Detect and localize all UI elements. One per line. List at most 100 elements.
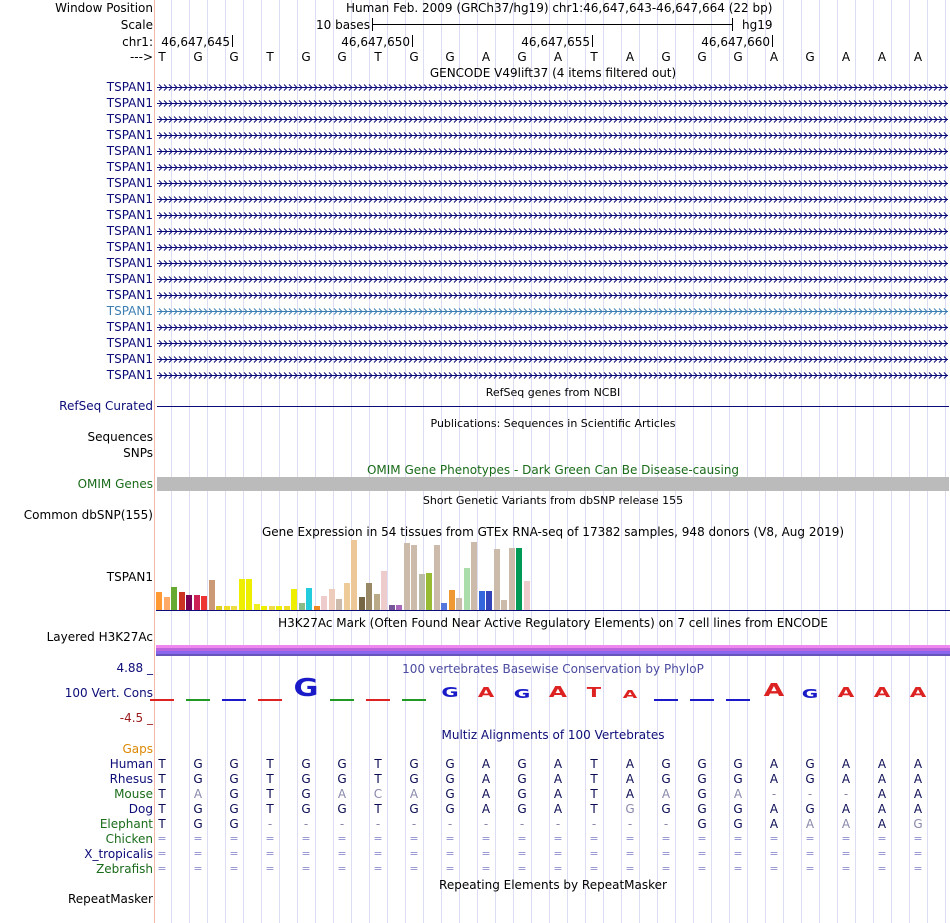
gtex-tissue-bar[interactable] <box>358 597 365 610</box>
gencode-transcript-label[interactable]: TSPAN1 <box>106 128 153 142</box>
gencode-transcript[interactable] <box>157 195 948 204</box>
omim-gene-block[interactable] <box>157 477 949 491</box>
phylop-base-letter[interactable] <box>186 699 210 701</box>
species-label[interactable]: Mouse <box>114 787 153 801</box>
gtex-tissue-bar[interactable] <box>373 594 380 610</box>
refseq-gene-line[interactable] <box>157 406 949 407</box>
gtex-tissue-bar[interactable] <box>223 606 230 610</box>
gencode-transcript-label[interactable]: TSPAN1 <box>106 208 153 222</box>
gtex-tissue-bar[interactable] <box>418 574 425 610</box>
gtex-tissue-bar[interactable] <box>501 600 507 610</box>
phylop-base-letter[interactable]: A <box>622 689 638 700</box>
phylop-base-letter[interactable]: A <box>477 687 495 700</box>
gtex-tissue-bar[interactable] <box>186 595 192 610</box>
gencode-transcript-label[interactable]: TSPAN1 <box>106 304 153 318</box>
gtex-tissue-bar[interactable] <box>238 579 245 610</box>
gencode-transcript-label[interactable]: TSPAN1 <box>106 112 153 126</box>
gencode-transcript-label[interactable]: TSPAN1 <box>106 96 153 110</box>
gtex-tissue-bar[interactable] <box>291 589 297 610</box>
phylop-base-letter[interactable]: A <box>837 687 855 700</box>
gtex-tissue-bar[interactable] <box>516 548 522 610</box>
phylop-base-letter[interactable]: A <box>909 687 927 700</box>
gencode-transcript-label[interactable]: TSPAN1 <box>106 320 153 334</box>
gencode-transcript-label[interactable]: TSPAN1 <box>106 192 153 206</box>
phylop-base-letter[interactable]: G <box>293 675 319 700</box>
gtex-tissue-bar[interactable] <box>478 591 485 610</box>
phylop-base-letter[interactable] <box>330 699 354 701</box>
h3k27ac-track-label[interactable]: Layered H3K27Ac <box>46 630 153 644</box>
gtex-bar-chart[interactable] <box>156 540 556 610</box>
gencode-transcript-label[interactable]: TSPAN1 <box>106 80 153 94</box>
gencode-transcript[interactable] <box>157 179 948 188</box>
gtex-tissue-bar[interactable] <box>253 604 260 610</box>
gtex-tissue-bar[interactable] <box>351 540 357 610</box>
phylop-base-letter[interactable] <box>690 699 714 701</box>
gencode-transcript[interactable] <box>157 211 948 220</box>
gtex-tissue-bar[interactable] <box>208 580 215 610</box>
gtex-tissue-bar[interactable] <box>456 598 462 610</box>
gencode-transcript-label[interactable]: TSPAN1 <box>106 272 153 286</box>
phylop-track-label[interactable]: 100 Vert. Cons <box>64 686 153 700</box>
gencode-transcript-label[interactable]: TSPAN1 <box>106 224 153 238</box>
sequences-track-label[interactable]: Sequences <box>87 430 153 444</box>
gtex-tissue-bar[interactable] <box>493 549 500 610</box>
gtex-tissue-bar[interactable] <box>306 588 312 610</box>
gtex-tissue-bar[interactable] <box>336 599 342 610</box>
species-label[interactable]: Rhesus <box>109 772 153 786</box>
gtex-tissue-bar[interactable] <box>523 581 530 610</box>
gtex-tissue-bar[interactable] <box>343 583 350 610</box>
phylop-base-letter[interactable] <box>258 699 282 701</box>
gtex-tissue-bar[interactable] <box>321 596 327 610</box>
gencode-transcript[interactable] <box>157 147 948 156</box>
phylop-base-letter[interactable]: T <box>586 687 602 700</box>
gencode-transcript-label[interactable]: TSPAN1 <box>106 256 153 270</box>
gtex-tissue-bar[interactable] <box>276 606 282 610</box>
phylop-base-letter[interactable] <box>726 699 750 701</box>
gtex-tissue-bar[interactable] <box>163 597 170 610</box>
gtex-tissue-bar[interactable] <box>433 545 440 610</box>
gencode-transcript-label[interactable]: TSPAN1 <box>106 352 153 366</box>
gtex-track-label[interactable]: TSPAN1 <box>106 570 153 584</box>
phylop-base-letter[interactable] <box>150 699 174 701</box>
phylop-base-letter[interactable]: A <box>548 685 568 700</box>
gencode-transcript[interactable] <box>157 243 948 252</box>
phylop-base-letter[interactable] <box>222 699 246 701</box>
gencode-transcript[interactable] <box>157 371 948 380</box>
gtex-tissue-bar[interactable] <box>396 605 402 610</box>
species-label[interactable]: Chicken <box>105 832 153 846</box>
gencode-transcript[interactable] <box>157 307 948 316</box>
gencode-transcript[interactable] <box>157 131 948 140</box>
phylop-base-letter[interactable] <box>366 699 390 701</box>
gtex-tissue-bar[interactable] <box>193 595 200 610</box>
gtex-tissue-bar[interactable] <box>426 573 432 610</box>
gencode-transcript[interactable] <box>157 275 948 284</box>
gtex-tissue-bar[interactable] <box>246 579 252 610</box>
gtex-tissue-bar[interactable] <box>411 545 417 610</box>
phylop-base-letter[interactable]: G <box>513 688 531 700</box>
phylop-base-letter[interactable]: A <box>763 682 785 700</box>
gtex-tissue-bar[interactable] <box>366 583 372 610</box>
gtex-tissue-bar[interactable] <box>403 543 410 610</box>
gencode-transcript-label[interactable]: TSPAN1 <box>106 160 153 174</box>
gtex-tissue-bar[interactable] <box>261 606 267 610</box>
gtex-tissue-bar[interactable] <box>508 548 515 610</box>
gtex-tissue-bar[interactable] <box>178 592 185 610</box>
omim-track-label[interactable]: OMIM Genes <box>77 477 153 491</box>
gencode-transcript[interactable] <box>157 339 948 348</box>
h3k27ac-signal[interactable] <box>156 645 950 658</box>
phylop-base-letter[interactable]: G <box>801 688 819 700</box>
species-label[interactable]: X_tropicalis <box>84 847 153 861</box>
gencode-transcript[interactable] <box>157 99 948 108</box>
gtex-tissue-bar[interactable] <box>313 606 320 610</box>
gtex-tissue-bar[interactable] <box>298 603 305 610</box>
gencode-transcript[interactable] <box>157 259 948 268</box>
gencode-transcript[interactable] <box>157 115 948 124</box>
gtex-tissue-bar[interactable] <box>328 589 335 610</box>
gencode-transcript-label[interactable]: TSPAN1 <box>106 176 153 190</box>
gtex-tissue-bar[interactable] <box>381 571 387 610</box>
gencode-transcript[interactable] <box>157 355 948 364</box>
gtex-tissue-bar[interactable] <box>231 606 237 610</box>
gtex-tissue-bar[interactable] <box>216 606 222 610</box>
gencode-transcript[interactable] <box>157 163 948 172</box>
gtex-tissue-bar[interactable] <box>471 542 477 610</box>
